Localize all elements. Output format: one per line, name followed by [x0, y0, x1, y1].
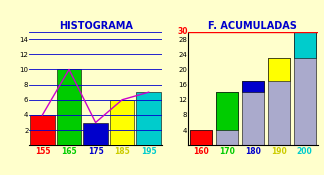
Bar [216, 92, 238, 130]
Bar [57, 69, 81, 145]
Bar [242, 81, 264, 92]
Bar [268, 58, 290, 145]
Title: F. ACUMULADAS: F. ACUMULADAS [208, 21, 297, 31]
Bar [216, 92, 238, 145]
Bar [190, 130, 212, 145]
Bar [190, 130, 212, 145]
Bar [30, 115, 55, 145]
Bar [294, 32, 316, 145]
Title: HISTOGRAMA: HISTOGRAMA [59, 21, 133, 31]
Bar [294, 32, 316, 58]
Bar [242, 81, 264, 145]
Bar [83, 122, 108, 145]
Bar [136, 92, 161, 145]
Bar [110, 100, 134, 145]
Text: 30: 30 [178, 27, 189, 36]
Bar [268, 58, 290, 81]
